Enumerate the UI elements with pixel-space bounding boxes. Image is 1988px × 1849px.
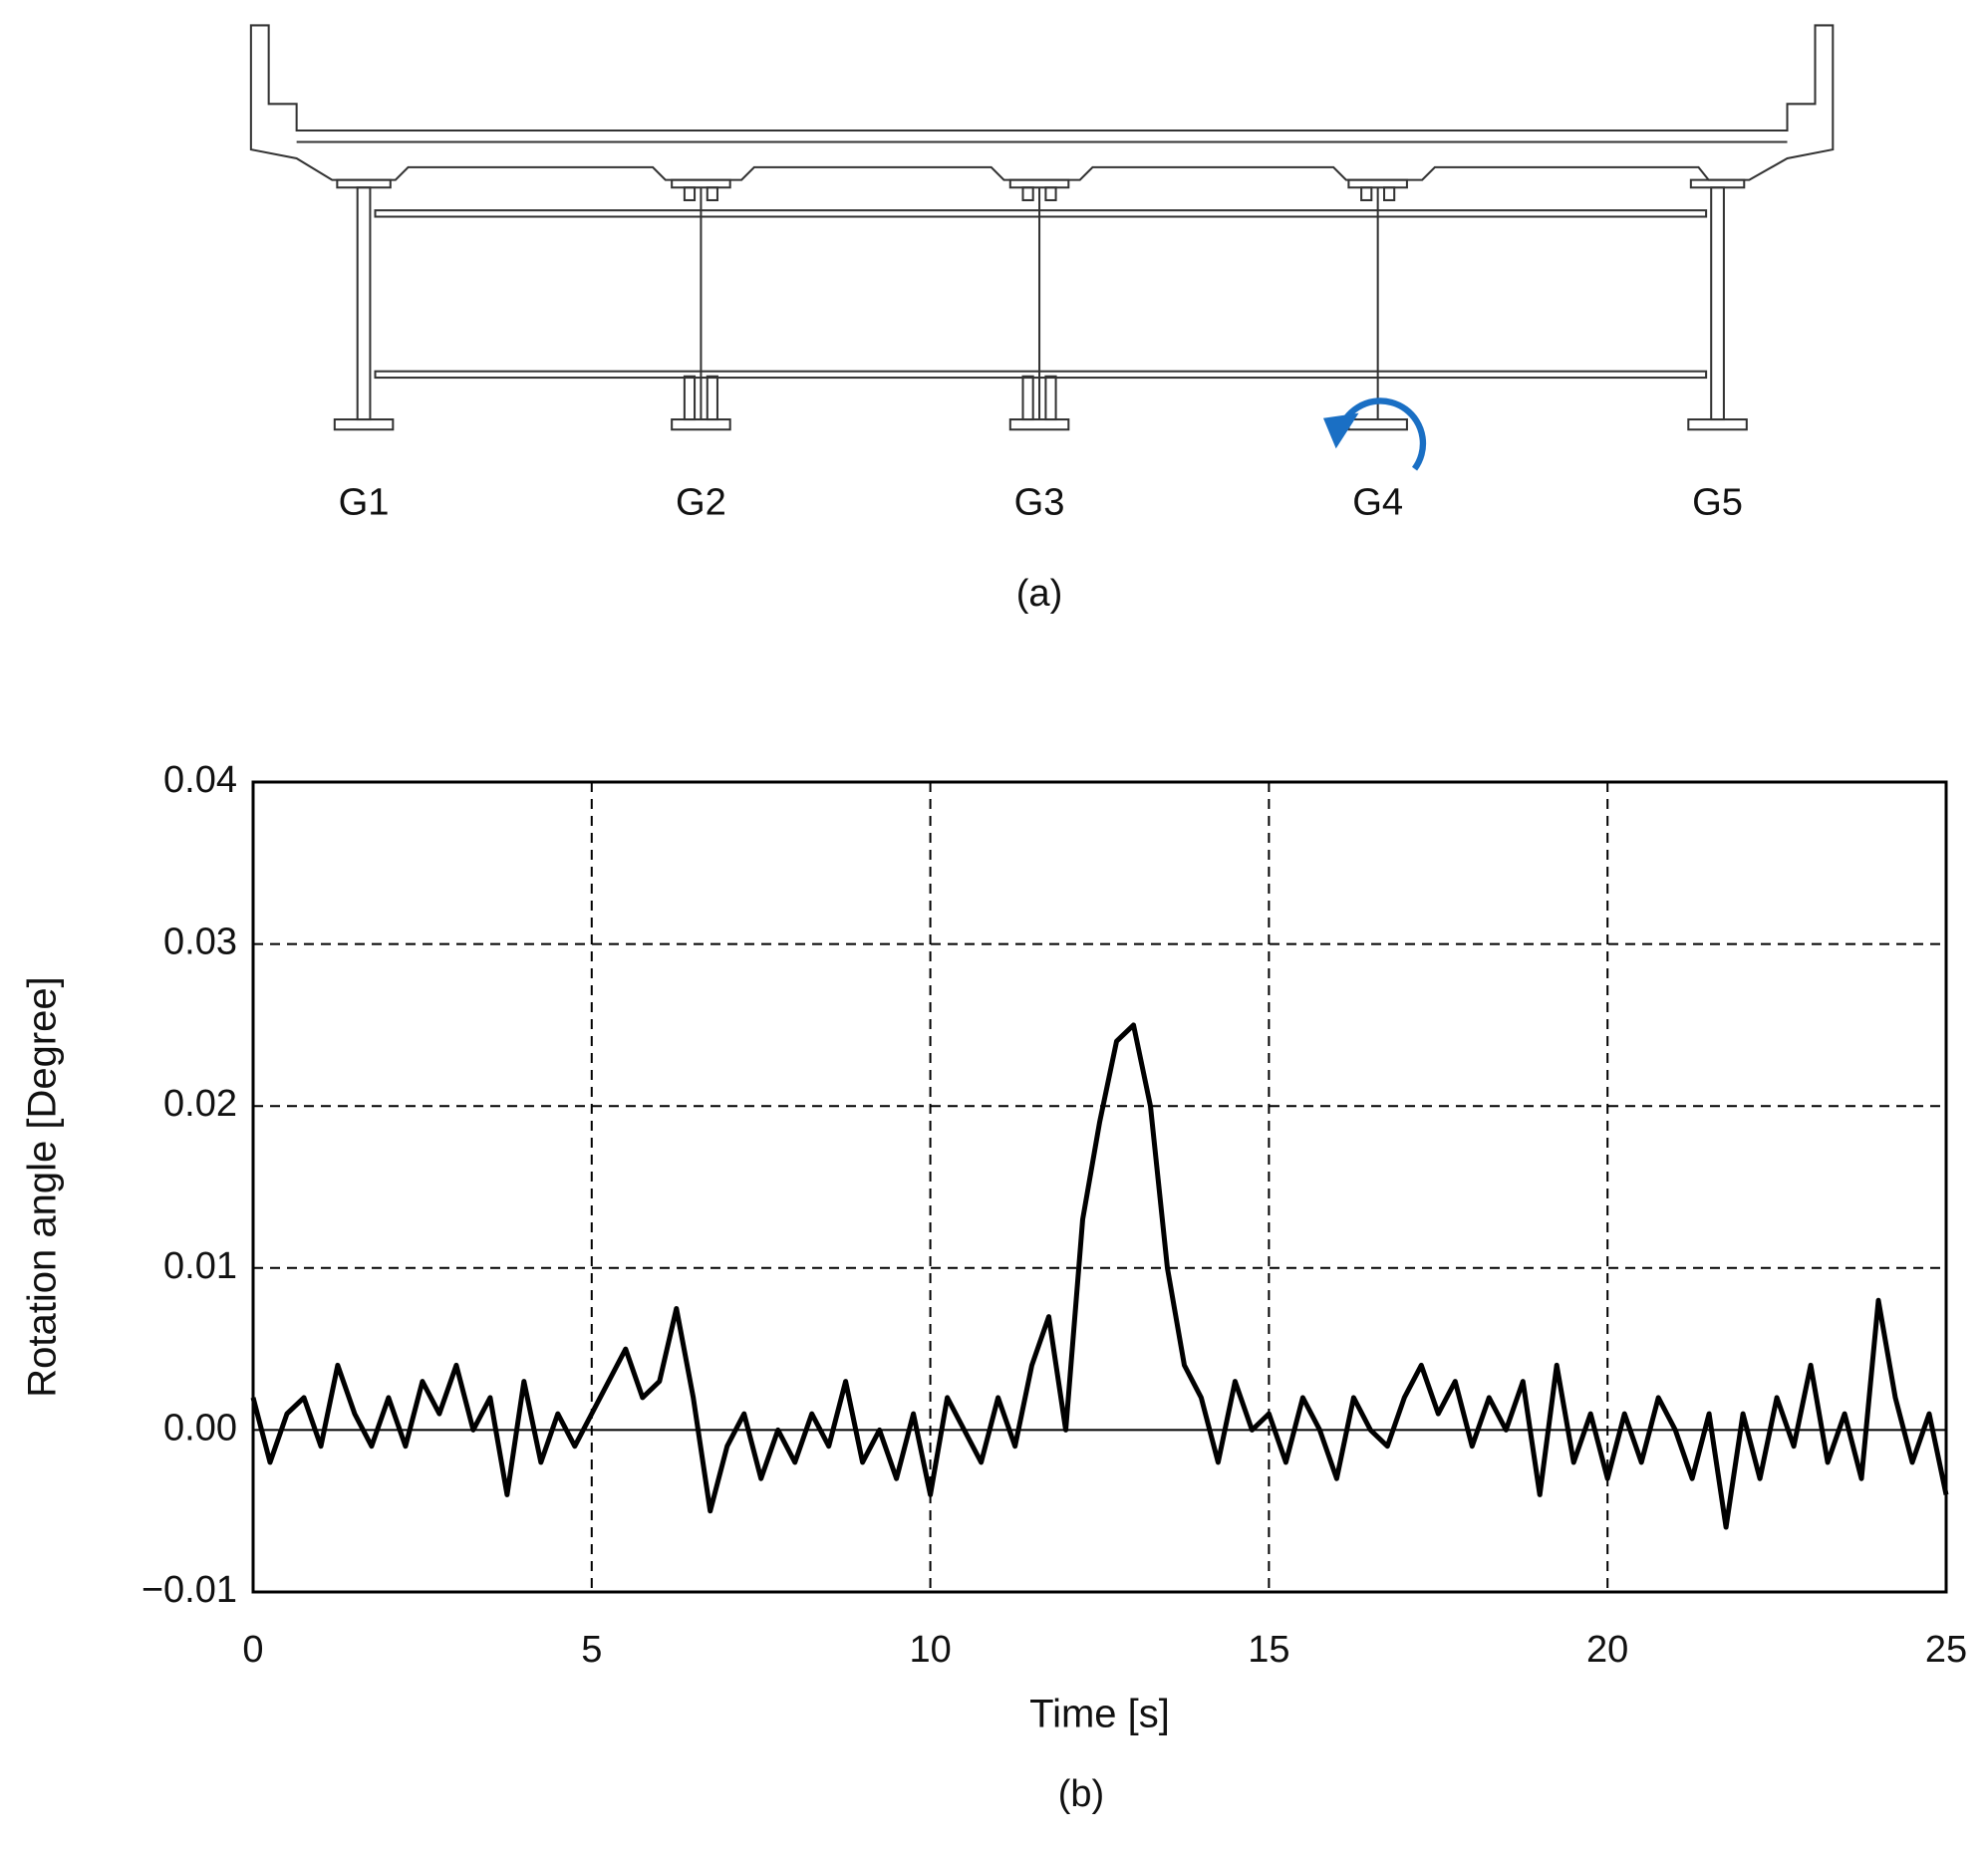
girders xyxy=(333,178,1748,431)
x-tick-label: 10 xyxy=(909,1629,951,1671)
chart: −0.01 0.00 0.01 0.02 0.03 0.04 0 5 10 15 20 25 Time … xyxy=(21,759,1968,1815)
bridge-diagram: G1 G2 G3 G4 G5 (a) xyxy=(249,24,1835,615)
girder-labels: G1 G2 G3 G4 G5 xyxy=(339,480,1743,523)
y-axis-label: Rotation angle [Degree] xyxy=(21,976,65,1398)
y-tick-label: 0.02 xyxy=(163,1083,237,1125)
x-tick-label: 0 xyxy=(242,1629,263,1671)
y-tick-label: 0.03 xyxy=(163,922,237,963)
girder-label: G1 xyxy=(339,480,390,523)
deck xyxy=(249,24,1835,181)
x-tick-label: 20 xyxy=(1586,1629,1628,1671)
girder-label: G5 xyxy=(1692,480,1743,523)
y-tick-label: 0.00 xyxy=(163,1407,237,1449)
y-tick-label: 0.01 xyxy=(163,1245,237,1287)
plot-frame xyxy=(251,780,1948,1594)
x-tick-label: 25 xyxy=(1925,1629,1967,1671)
y-tick-label: 0.04 xyxy=(163,759,237,801)
x-axis-label: Time [s] xyxy=(1029,1693,1170,1736)
y-tick-label: −0.01 xyxy=(142,1569,237,1611)
girder-label: G2 xyxy=(676,480,726,523)
caption-a: (a) xyxy=(1016,572,1063,615)
x-tick-label: 15 xyxy=(1248,1629,1289,1671)
caption-b: (b) xyxy=(1058,1773,1104,1815)
girder-label: G4 xyxy=(1352,480,1403,523)
rotation-arrow xyxy=(1322,397,1427,471)
x-tick-label: 5 xyxy=(581,1629,602,1671)
data-line xyxy=(250,1022,1949,1530)
girder-label: G3 xyxy=(1014,480,1065,523)
